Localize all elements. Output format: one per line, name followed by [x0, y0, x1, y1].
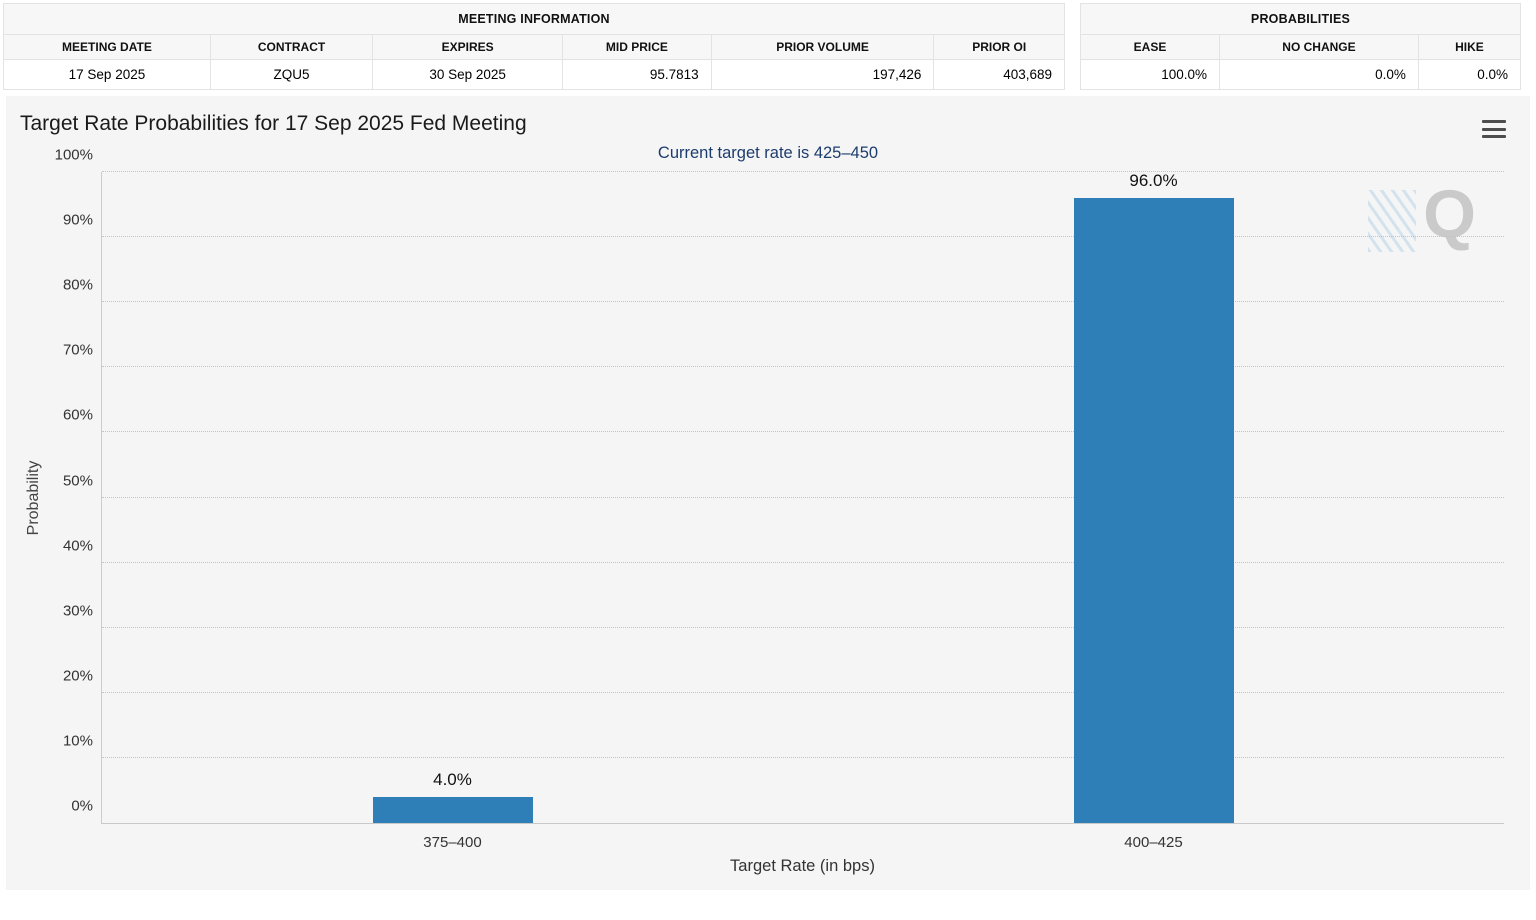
probabilities-table: PROBABILITIES EASE NO CHANGE HIKE 100.0% 0.0%… [1079, 3, 1522, 90]
watermark-stripes [1368, 190, 1416, 252]
y-tick-label: 80% [62, 276, 93, 294]
table-cell: 403,689 [933, 59, 1065, 90]
gridline [102, 496, 1504, 498]
bar-slot: 96.0% 400–425 [803, 171, 1504, 851]
y-tick-label: 60% [62, 406, 93, 424]
table-cell: 30 Sep 2025 [372, 59, 564, 90]
fedwatch-chart-panel: Target Rate Probabilities for 17 Sep 202… [6, 96, 1530, 890]
y-tick-label: 30% [62, 602, 93, 620]
table-cell: 100.0% [1079, 59, 1221, 90]
chart-title: Target Rate Probabilities for 17 Sep 202… [20, 112, 527, 135]
chart-subtitle: Current target rate is 425–450 [657, 144, 879, 162]
top-tables-row: MEETING INFORMATION MEETING DATE CONTRACT E… [3, 3, 1530, 90]
probability-bar[interactable]: 96.0% [1073, 171, 1234, 823]
table-cell: 17 Sep 2025 [3, 59, 211, 90]
hamburger-menu-icon[interactable] [1482, 120, 1506, 138]
y-tick-label: 10% [62, 732, 93, 750]
column-header: PRIOR OI [933, 34, 1065, 60]
gridline [102, 756, 1504, 758]
gridline [102, 236, 1504, 238]
x-axis-title: Target Rate (in bps) [730, 857, 875, 875]
y-tick-label: 90% [62, 211, 93, 229]
column-header: EXPIRES [372, 34, 564, 60]
bar-value-label: 96.0% [1129, 171, 1178, 191]
table-cell: 0.0% [1219, 59, 1419, 90]
bar-slot: 4.0% 375–400 [102, 172, 803, 851]
column-header: CONTRACT [209, 34, 374, 60]
column-header: EASE [1079, 34, 1221, 60]
column-header: MID PRICE [562, 34, 712, 60]
plot-area: Q 0% 10% 20% 30% 40% 50% 60% 70% 80% 90% 100% 4.0% 3… [55, 147, 1504, 851]
table-title: MEETING INFORMATION [3, 3, 1065, 35]
column-header: PRIOR VOLUME [710, 34, 935, 60]
table-cell: 0.0% [1417, 59, 1522, 90]
y-tick-label: 50% [62, 472, 93, 489]
gridline [102, 561, 1504, 563]
y-tick-label: 0% [71, 797, 93, 815]
y-tick-label: 100% [54, 146, 93, 164]
y-tick-label: 20% [62, 667, 93, 685]
y-tick-label: 40% [62, 537, 93, 555]
table-cell: ZQU5 [209, 59, 374, 90]
x-tick-label: 400–425 [1124, 834, 1183, 851]
x-tick-label: 375–400 [423, 834, 482, 851]
table-cell: 197,426 [710, 59, 935, 90]
column-header: HIKE [1417, 34, 1522, 60]
y-axis-title: Probability [25, 460, 42, 536]
gridline [102, 431, 1504, 433]
gridline [102, 366, 1504, 368]
meeting-information-table: MEETING INFORMATION MEETING DATE CONTRACT E… [3, 3, 1065, 90]
table-cell: 95.7813 [562, 59, 712, 90]
y-tick-label: 70% [62, 341, 93, 359]
bars-container: 4.0% 375–400 96.0% 400–425 [102, 171, 1504, 851]
gridline [102, 626, 1504, 628]
probability-bar[interactable]: 4.0% [372, 770, 533, 823]
gridline [102, 171, 1504, 172]
column-header: MEETING DATE [3, 34, 211, 60]
gridline [102, 301, 1504, 303]
bar-value-label: 4.0% [433, 769, 472, 789]
column-header: NO CHANGE [1219, 34, 1419, 60]
table-title: PROBABILITIES [1080, 3, 1521, 35]
gridline [102, 691, 1504, 693]
